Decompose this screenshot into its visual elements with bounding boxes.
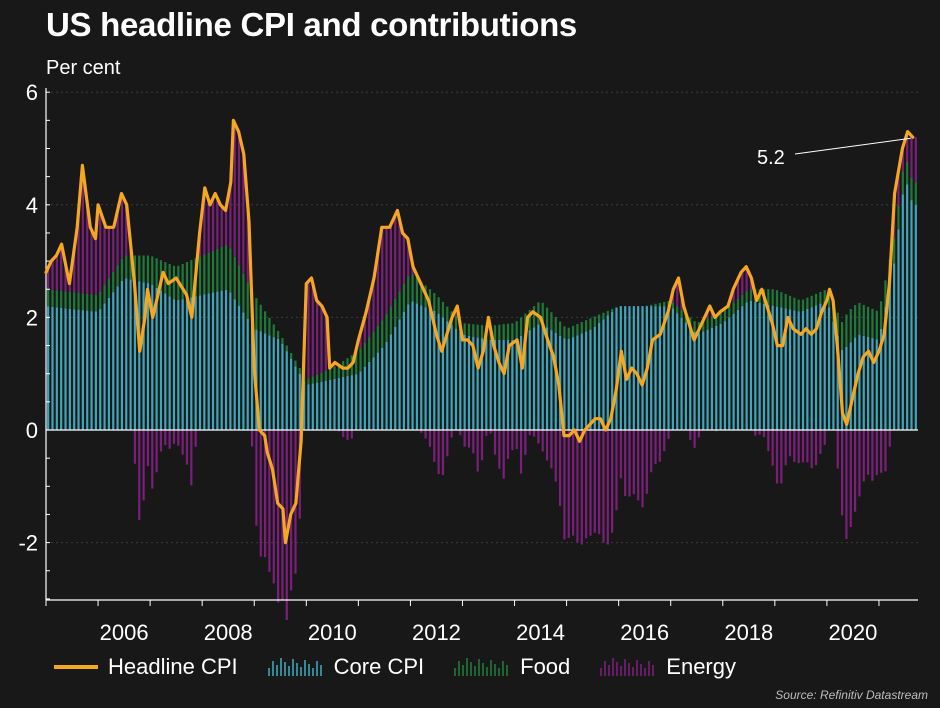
x-tick-label: 2014 — [516, 620, 565, 645]
x-tick-label: 2010 — [308, 620, 357, 645]
legend-label-core: Core CPI — [333, 654, 425, 679]
y-axis-unit-label: Per cent — [46, 57, 121, 79]
y-tick-label: 4 — [26, 193, 38, 218]
y-tick-label: 2 — [26, 305, 38, 330]
source-note: Source: Refinitiv Datastream — [775, 688, 928, 702]
legend-swatch-energy — [600, 658, 655, 676]
annotation-leader — [794, 137, 911, 155]
annotation-layer: 5.2 — [757, 137, 911, 169]
legend-item-headline: Headline CPI — [52, 654, 238, 680]
legend-label-headline: Headline CPI — [108, 654, 238, 679]
legend-swatch-headline — [54, 665, 98, 669]
chart-legend: Headline CPI Core CPI Food Energy — [52, 652, 764, 682]
legend-item-energy: Energy — [598, 654, 736, 680]
x-tick-label: 2016 — [620, 620, 669, 645]
legend-item-core: Core CPI — [266, 654, 424, 680]
x-tick-label: 2008 — [204, 620, 253, 645]
x-tick-label: 2006 — [100, 620, 149, 645]
y-tick-label: 0 — [26, 418, 38, 443]
headline-cpi-line-layer — [44, 118, 915, 545]
legend-swatch-food — [454, 658, 508, 676]
contribution-bars — [47, 123, 917, 621]
annotation-label: 5.2 — [757, 147, 785, 169]
x-tick-label: 2020 — [828, 620, 877, 645]
headline-cpi-line — [44, 118, 915, 545]
y-tick-label: 6 — [26, 80, 38, 105]
axes: 6 4 2 0 -2 2006 2008 2010 2012 2014 2016 2018 2020 — [18, 80, 918, 645]
x-tick-label: 2012 — [412, 620, 461, 645]
legend-label-food: Food — [520, 654, 571, 679]
chart-title: US headline CPI and contributions — [46, 6, 577, 43]
legend-swatch-core — [267, 658, 322, 676]
legend-item-food: Food — [452, 654, 570, 680]
x-tick-label: 2018 — [724, 620, 773, 645]
y-tick-label: -2 — [18, 531, 38, 556]
legend-label-energy: Energy — [666, 654, 736, 679]
